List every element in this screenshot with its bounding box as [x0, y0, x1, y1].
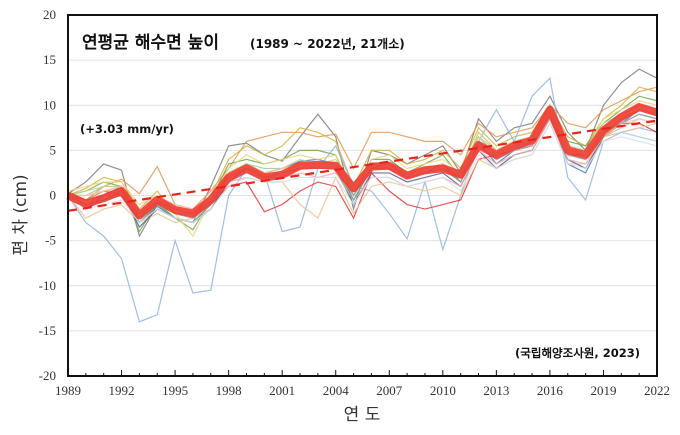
- x-tick-label: 2004: [323, 383, 350, 398]
- y-tick-label: 5: [50, 142, 57, 157]
- station-line: [67, 121, 658, 224]
- mean-line: [66, 103, 659, 220]
- x-axis-ticks: 1989 1992 1995 1998 2001 2004 2007 2010 2013 2016…: [55, 370, 670, 398]
- x-tick-label: 1992: [109, 383, 135, 398]
- trend-line-group: [67, 119, 658, 212]
- trend-rate-annotation: (+3.03 mm/yr): [80, 122, 174, 136]
- y-tick-label: 10: [43, 97, 56, 112]
- source-annotation: (국립해양조사원, 2023): [515, 346, 640, 360]
- x-tick-label: 2013: [483, 383, 509, 398]
- chart-title: 연평균 해수면 높이: [82, 33, 219, 53]
- x-tick-label: 2007: [376, 383, 403, 398]
- x-tick-label: 1998: [216, 383, 242, 398]
- x-tick-label: 1989: [55, 383, 81, 398]
- x-tick-label: 2016: [537, 383, 564, 398]
- trend-line: [67, 119, 658, 212]
- mean-line-group: [66, 103, 659, 220]
- y-tick-label: -15: [39, 323, 56, 338]
- x-tick-label: 2001: [269, 383, 295, 398]
- y-tick-label: 20: [43, 7, 56, 22]
- y-axis-title: 편 차 (cm): [11, 174, 31, 255]
- x-axis-title: 연 도: [344, 405, 381, 425]
- y-tick-label: -5: [45, 233, 56, 248]
- x-tick-label: 1995: [162, 383, 188, 398]
- y-tick-label: -10: [39, 278, 56, 293]
- x-tick-label: 2010: [430, 383, 456, 398]
- x-tick-label: 2022: [644, 383, 670, 398]
- y-tick-label: 15: [43, 52, 56, 67]
- y-tick-label: 0: [50, 188, 57, 203]
- station-line: [67, 86, 658, 210]
- y-axis-ticks: -20 -15 -10 -5 0 5 10 15 20: [39, 7, 56, 383]
- plot-frame: [67, 14, 658, 377]
- x-tick-label: 2019: [590, 383, 616, 398]
- chart-subtitle: (1989 ~ 2022년, 21개소): [250, 37, 405, 51]
- y-tick-label: -20: [39, 368, 56, 383]
